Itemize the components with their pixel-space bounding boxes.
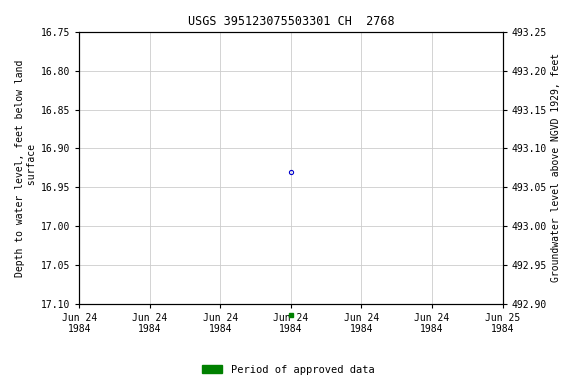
Y-axis label: Depth to water level, feet below land
 surface: Depth to water level, feet below land su…	[15, 59, 37, 276]
Y-axis label: Groundwater level above NGVD 1929, feet: Groundwater level above NGVD 1929, feet	[551, 53, 561, 283]
Title: USGS 395123075503301 CH  2768: USGS 395123075503301 CH 2768	[188, 15, 394, 28]
Legend: Period of approved data: Period of approved data	[198, 361, 378, 379]
